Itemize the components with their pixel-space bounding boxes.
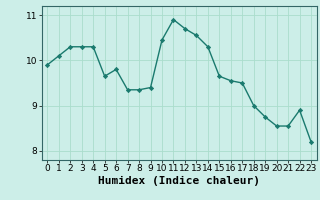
X-axis label: Humidex (Indice chaleur): Humidex (Indice chaleur) xyxy=(98,176,260,186)
